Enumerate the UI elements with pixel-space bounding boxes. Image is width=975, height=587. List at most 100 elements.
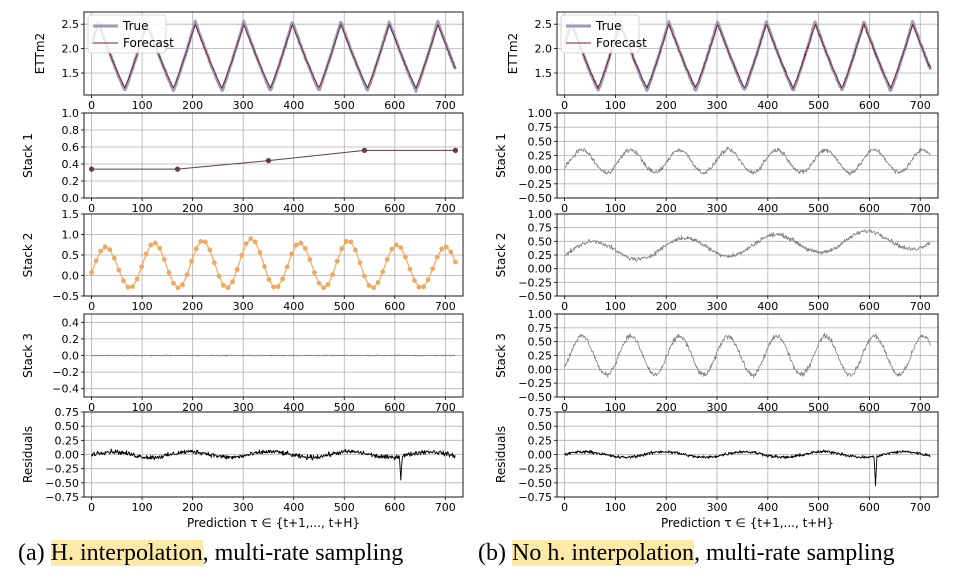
data-point <box>239 252 245 258</box>
series-line <box>91 149 456 170</box>
x-tick-label: 600 <box>384 501 405 514</box>
x-tick-label: 200 <box>656 401 677 414</box>
x-tick-label: 300 <box>233 202 254 215</box>
data-point <box>243 241 249 247</box>
data-point <box>361 147 368 153</box>
y-tick-label: 1.00 <box>528 208 553 221</box>
y-tick-label: 0.4 <box>62 316 80 329</box>
y-axis-label: Stack 3 <box>494 333 508 378</box>
x-tick-label: 700 <box>910 401 931 414</box>
x-tick-label: 300 <box>233 99 254 112</box>
y-axis-label: Stack 2 <box>494 233 508 278</box>
data-point <box>265 158 272 164</box>
x-tick-label: 500 <box>334 202 355 215</box>
y-axis-label: Stack 2 <box>21 233 35 278</box>
data-point <box>275 284 281 290</box>
x-tick-label: 500 <box>808 401 829 414</box>
y-tick-label: 0.25 <box>528 249 553 262</box>
x-tick-label: 100 <box>132 202 153 215</box>
data-point <box>175 285 181 291</box>
series-line <box>91 448 456 481</box>
y-axis-label: ETTm2 <box>33 33 47 74</box>
data-point <box>98 248 104 254</box>
y-tick-label: −0.4 <box>52 383 79 396</box>
x-tick-label: 500 <box>808 202 829 215</box>
y-tick-label: −0.50 <box>518 290 552 303</box>
y-tick-label: −0.2 <box>52 366 79 379</box>
x-tick-label: 200 <box>656 300 677 313</box>
caption-b-prefix: (b) <box>478 540 512 566</box>
y-tick-label: −0.25 <box>518 463 552 476</box>
series-line <box>564 146 931 176</box>
data-point <box>107 247 113 252</box>
data-point <box>316 280 322 286</box>
data-point <box>121 278 126 284</box>
x-tick-label: 300 <box>233 401 254 414</box>
x-tick-label: 700 <box>910 300 931 313</box>
data-point <box>130 284 135 290</box>
subplot-b-3: 0 100 200 300 400 500 600 700 −0.50−0.250.000.25… <box>494 208 939 313</box>
x-tick-label: 200 <box>656 99 677 112</box>
y-tick-label: 0.75 <box>528 222 553 235</box>
y-tick-label: 0.50 <box>528 235 553 248</box>
subplot-b-2: 0 100 200 300 400 500 600 700 −0.50−0.250.000.25… <box>494 107 939 215</box>
x-tick-label: 400 <box>757 300 778 313</box>
x-axis-label: Prediction τ ∈ {t+1,..., t+H} <box>661 516 834 530</box>
legend-label-forecast: Forecast <box>596 36 647 50</box>
y-tick-label: 0.00 <box>528 363 553 376</box>
y-tick-label: −0.75 <box>45 491 79 504</box>
caption-a-suffix: , multi-rate sampling <box>202 540 404 566</box>
x-tick-label: 400 <box>283 401 304 414</box>
x-tick-label: 400 <box>283 501 304 514</box>
caption-a-highlight: H. interpolation <box>50 540 203 566</box>
data-point <box>393 242 399 248</box>
x-tick-label: 700 <box>435 501 456 514</box>
data-point <box>389 246 395 252</box>
data-point <box>189 258 195 264</box>
x-tick-label: 0 <box>88 202 95 215</box>
y-tick-label: 0.00 <box>528 449 553 462</box>
x-tick-label: 0 <box>561 300 568 313</box>
x-tick-label: 200 <box>182 202 203 215</box>
x-tick-label: 600 <box>859 99 880 112</box>
legend-label-forecast: Forecast <box>123 36 174 50</box>
x-tick-label: 0 <box>561 99 568 112</box>
data-point <box>362 273 367 279</box>
x-tick-label: 400 <box>283 99 304 112</box>
data-point <box>266 277 272 282</box>
data-point <box>439 246 445 252</box>
x-tick-label: 400 <box>757 202 778 215</box>
x-tick-label: 100 <box>605 202 626 215</box>
y-tick-label: 0.8 <box>62 124 80 137</box>
y-axis-label: Stack 3 <box>21 333 35 378</box>
y-axis-label: Stack 1 <box>494 133 508 178</box>
legend-label-true: True <box>595 19 622 33</box>
data-point <box>111 255 117 261</box>
data-point <box>216 273 222 279</box>
x-tick-label: 600 <box>859 401 880 414</box>
data-point <box>207 247 213 253</box>
x-tick-label: 500 <box>808 300 829 313</box>
data-point <box>161 257 167 262</box>
x-tick-label: 600 <box>384 202 405 215</box>
x-tick-label: 500 <box>334 501 355 514</box>
x-tick-label: 0 <box>88 300 95 313</box>
data-point <box>425 277 431 283</box>
x-tick-label: 600 <box>384 401 405 414</box>
data-point <box>293 242 299 248</box>
data-point <box>298 240 304 246</box>
data-point <box>262 264 267 269</box>
data-point <box>402 254 408 260</box>
x-tick-label: 700 <box>435 300 456 313</box>
x-tick-label: 0 <box>561 501 568 514</box>
x-tick-label: 200 <box>656 501 677 514</box>
data-point <box>221 282 226 288</box>
y-tick-label: 1.5 <box>62 67 80 80</box>
data-point <box>302 245 308 251</box>
x-tick-label: 100 <box>132 99 153 112</box>
data-point <box>125 284 131 290</box>
data-point <box>252 239 258 245</box>
y-tick-label: −0.25 <box>518 178 552 191</box>
axes-frame <box>556 11 939 96</box>
data-point <box>407 266 413 272</box>
